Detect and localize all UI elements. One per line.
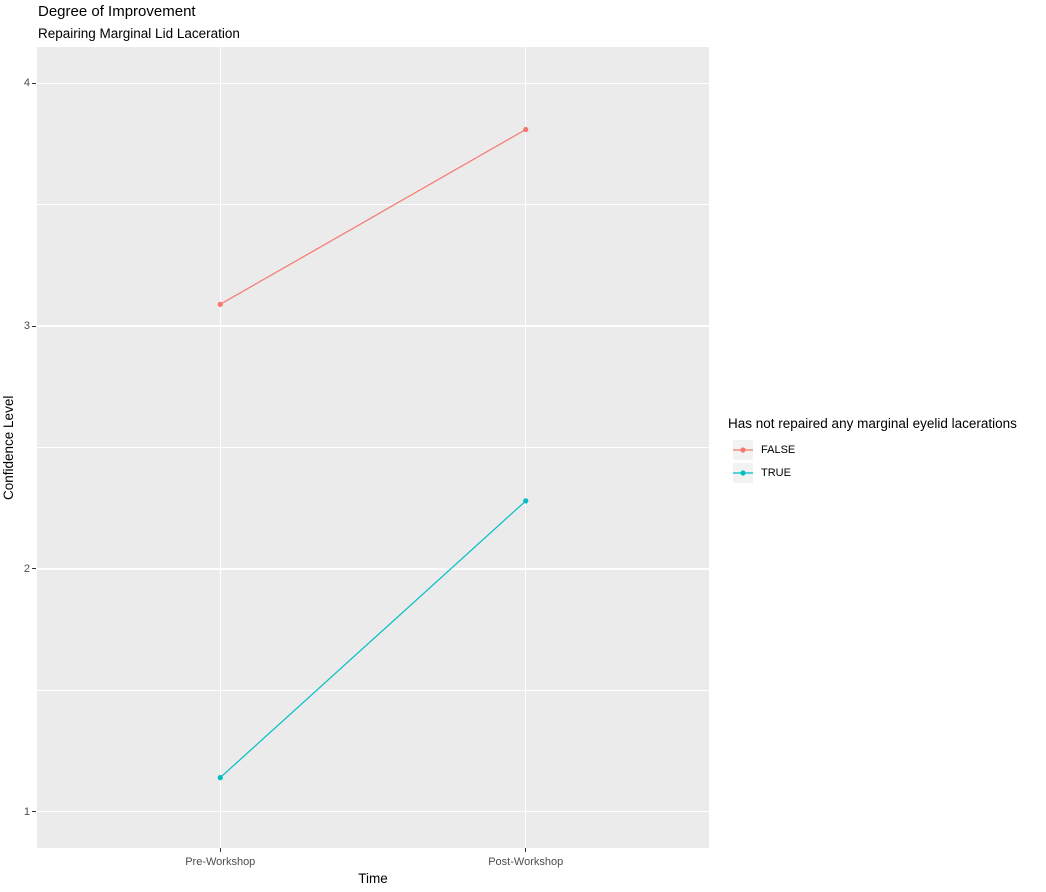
y-tick-mark [32,568,36,570]
y-tick-mark [32,82,36,84]
x-axis-title: Time [358,871,388,886]
y-tick-label: 2 [23,562,30,575]
legend-item-false: FALSE [733,440,1017,460]
plot-title: Degree of Improvement [38,3,196,20]
y-tick-label: 3 [23,320,30,333]
gridline-x-major [219,47,222,848]
series-point-false [217,301,223,307]
gridline-y-major [37,82,709,85]
series-point-false [523,126,529,133]
series-point-true [523,498,529,504]
x-tick-mark [525,848,527,852]
gridline-y-minor [37,689,709,691]
plot-series-svg [217,126,529,781]
gridline-y-major [37,325,709,327]
y-tick-label: 4 [23,77,30,90]
legend-key-false [733,440,753,460]
gridline-x-major [524,47,527,848]
plot-subtitle: Repairing Marginal Lid Laceration [38,26,240,41]
legend-item-true: TRUE [733,463,1017,483]
gridline-y-major [37,810,709,813]
plot-panel [37,47,709,848]
y-tick-label: 1 [23,805,30,818]
series-line-false [219,129,527,305]
legend-key-glyph [733,470,753,476]
legend-label-true: TRUE [761,467,791,479]
gridline-y-minor [37,204,709,206]
series-line-true [219,500,527,779]
y-tick-mark [32,811,36,813]
series-point-true [217,775,223,781]
legend-key-glyph [733,447,753,453]
y-axis-title: Confidence Level [1,395,16,500]
x-tick-label: Post-Workshop [488,856,564,868]
legend-title: Has not repaired any marginal eyelid lac… [728,416,1017,431]
gridline-y-minor [37,447,709,448]
x-tick-mark [219,848,221,852]
legend-items: FALSE TRUE [733,440,1017,483]
legend-label-false: FALSE [761,444,796,456]
legend: Has not repaired any marginal eyelid lac… [728,416,1017,486]
x-tick-label: Pre-Workshop [185,856,256,868]
y-tick-mark [32,325,36,327]
legend-key-true [733,463,753,483]
gridline-y-major [37,568,709,570]
